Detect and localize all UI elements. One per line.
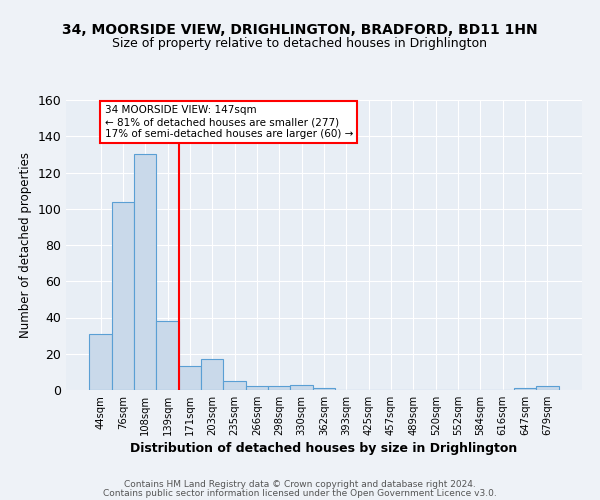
Bar [514, 388, 536, 390]
Bar [290, 384, 313, 390]
Text: Contains public sector information licensed under the Open Government Licence v3: Contains public sector information licen… [103, 489, 497, 498]
Bar [223, 381, 246, 390]
Bar [179, 366, 201, 390]
Text: Size of property relative to detached houses in Drighlington: Size of property relative to detached ho… [113, 38, 487, 51]
X-axis label: Distribution of detached houses by size in Drighlington: Distribution of detached houses by size … [130, 442, 518, 455]
Bar [313, 388, 335, 390]
Bar [268, 386, 290, 390]
Text: Contains HM Land Registry data © Crown copyright and database right 2024.: Contains HM Land Registry data © Crown c… [124, 480, 476, 489]
Bar [201, 359, 223, 390]
Bar [536, 386, 559, 390]
Bar [89, 334, 112, 390]
Y-axis label: Number of detached properties: Number of detached properties [19, 152, 32, 338]
Text: 34, MOORSIDE VIEW, DRIGHLINGTON, BRADFORD, BD11 1HN: 34, MOORSIDE VIEW, DRIGHLINGTON, BRADFOR… [62, 22, 538, 36]
Bar [157, 321, 179, 390]
Bar [246, 386, 268, 390]
Bar [134, 154, 157, 390]
Bar [112, 202, 134, 390]
Text: 34 MOORSIDE VIEW: 147sqm
← 81% of detached houses are smaller (277)
17% of semi-: 34 MOORSIDE VIEW: 147sqm ← 81% of detach… [104, 106, 353, 138]
